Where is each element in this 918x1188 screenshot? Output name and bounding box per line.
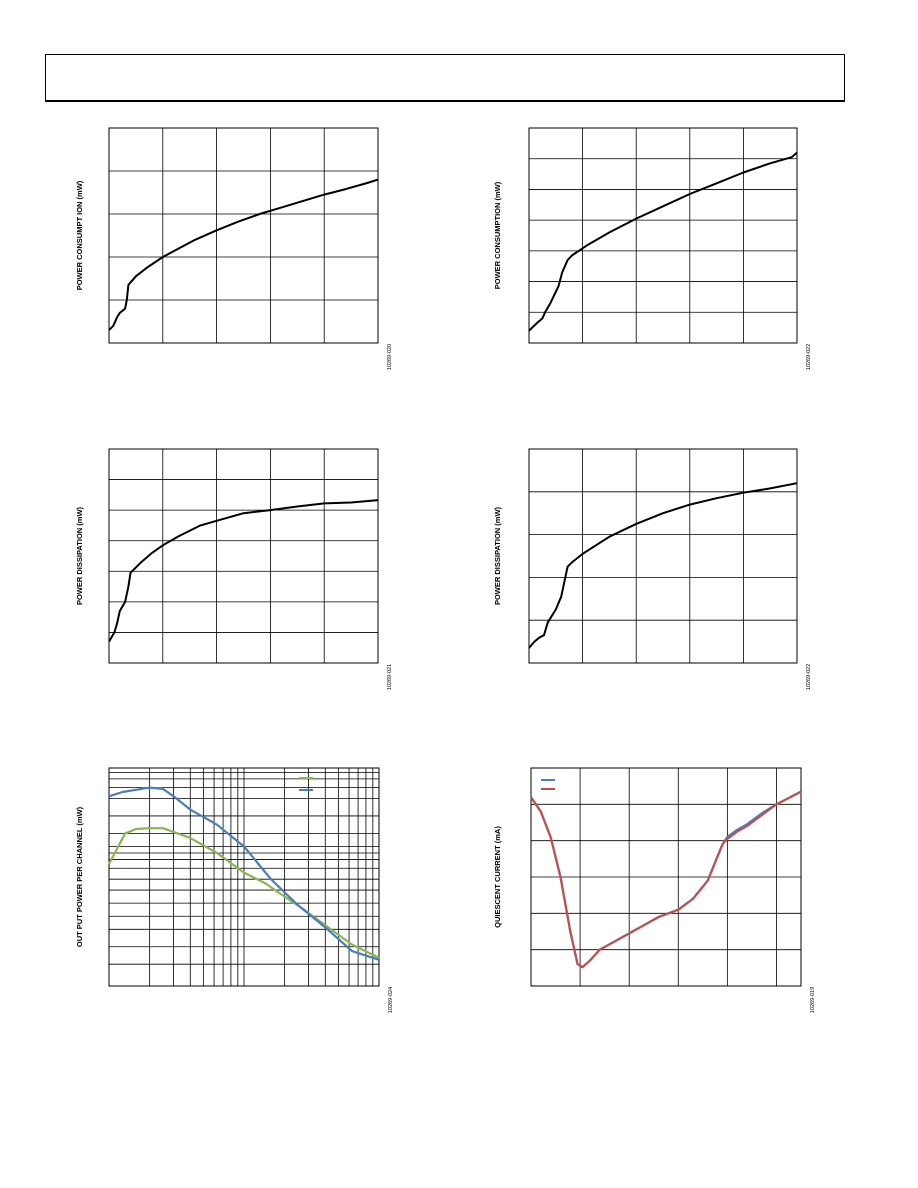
y-axis-label: POWER CONSUMPTION (mW)	[493, 181, 502, 289]
plot-frame	[528, 127, 798, 344]
plot-frame	[108, 448, 379, 664]
chart-quiescent-current: QUIESCENT CURRENT (mA) 10269-019	[493, 767, 816, 1013]
page-header-box	[45, 54, 845, 102]
y-axis-label: POWER DISSIPATION (mW)	[75, 506, 84, 605]
y-axis-label: QUIESCENT CURRENT (mA)	[493, 826, 502, 928]
plot-frame	[108, 127, 379, 344]
chart-power-consumption-2: POWER CONSUMPTION (mW) 10269-022	[493, 127, 812, 370]
y-axis-label: POWER DISSIPATION (mW)	[493, 506, 502, 605]
chart-power-dissipation-2: POWER DISSIPATION (mW) 10269-022	[493, 448, 812, 690]
figure-id: 10269-020	[387, 344, 393, 370]
y-axis-label: POWER CONSUMPT ION (mW)	[75, 180, 84, 290]
chart-power-dissipation-1: POWER DISSIPATION (mW) 10269-021	[75, 448, 393, 690]
figure-id: 10269-024	[388, 987, 394, 1013]
series-line-0	[108, 178, 379, 331]
series-line-0	[108, 499, 379, 643]
chart-power-consumption-1: POWER CONSUMPT ION (mW) 10269-020	[75, 127, 393, 370]
series-line-0	[528, 482, 798, 649]
series-line-0	[528, 151, 798, 332]
figure-id: 10269-022	[806, 664, 812, 690]
figure-id: 10269-022	[806, 344, 812, 370]
series-line-1	[530, 790, 802, 969]
chart-output-power-per-channel: OUT PUT POWER PER CHANNEL (mW) 10269-024	[75, 767, 394, 1013]
series-line-1	[108, 786, 380, 961]
plot-frame	[528, 448, 798, 664]
figure-id: 10269-019	[810, 987, 816, 1013]
y-axis-label: OUT PUT POWER PER CHANNEL (mW)	[75, 806, 84, 947]
figure-id: 10269-021	[387, 664, 393, 690]
